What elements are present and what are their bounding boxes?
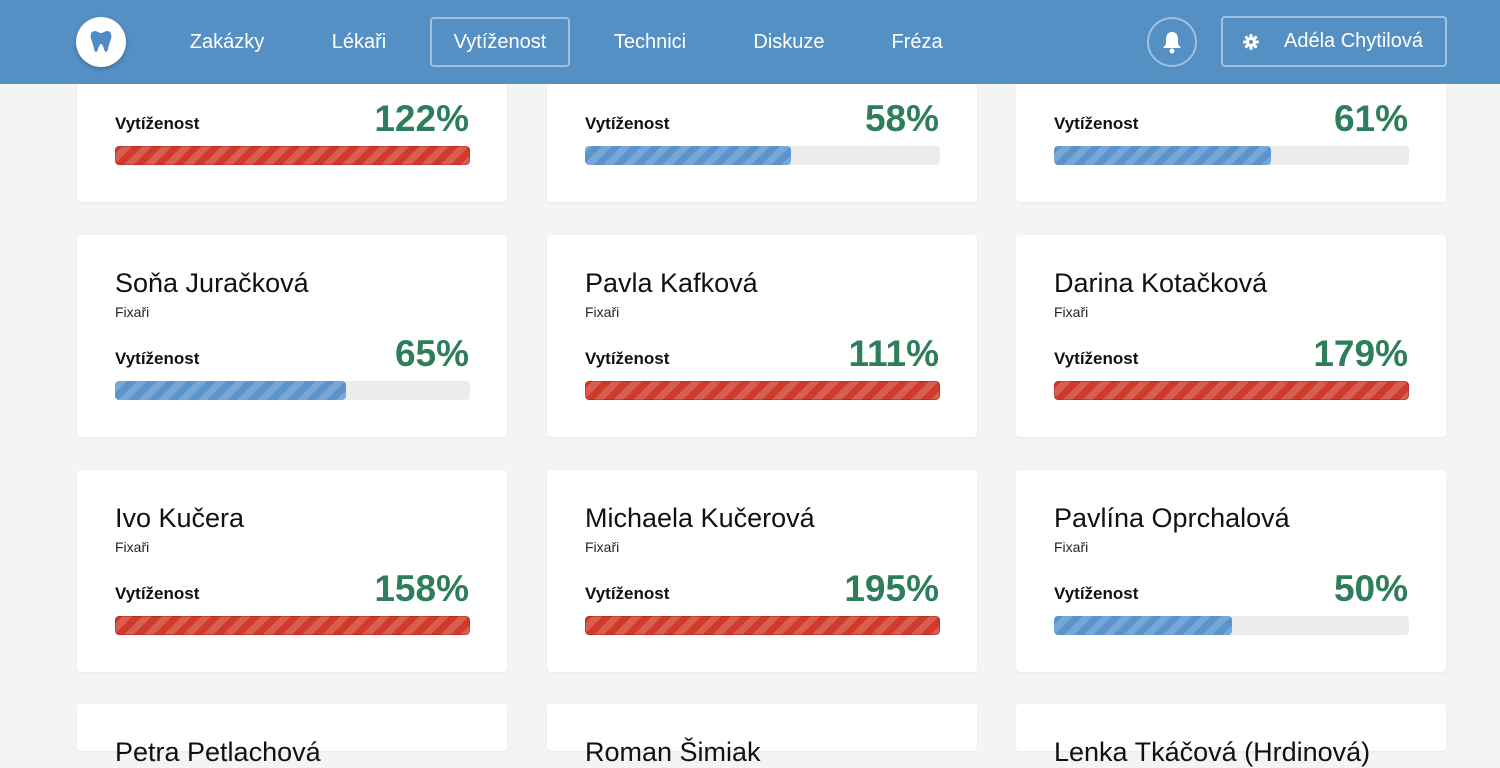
technician-role: Fixaři — [585, 304, 620, 320]
workload-label: Vytíženost — [1054, 584, 1139, 603]
workload-card: Darina Kotačková Fixaři Vytíženost 179% — [1016, 235, 1446, 437]
workload-card: Pavlína Oprchalová Fixaři Vytíženost 50% — [1016, 470, 1446, 672]
workload-percent: 65% — [394, 333, 469, 374]
workload-progress-bar — [585, 616, 940, 635]
technician-name: Darina Kotačková — [1054, 268, 1268, 298]
technician-name: Michaela Kučerová — [585, 503, 815, 533]
workload-percent: 158% — [374, 568, 469, 609]
tooth-icon — [90, 31, 112, 52]
workload-percent: 195% — [844, 568, 939, 609]
workload-progress-bar — [1054, 381, 1409, 400]
workload-progress-bar — [115, 381, 470, 400]
workload-label: Vytíženost — [115, 349, 200, 368]
progress-fill — [1054, 381, 1409, 400]
workload-percent: 111% — [848, 333, 939, 374]
workload-label: Vytíženost — [585, 114, 670, 133]
technician-name: Petra Petlachová — [115, 737, 321, 767]
workload-label: Vytíženost — [115, 114, 200, 133]
workload-label: Vytíženost — [585, 584, 670, 603]
technician-role: Fixaři — [115, 304, 150, 320]
workload-progress-bar — [585, 381, 940, 400]
workload-percent: 50% — [1333, 568, 1408, 609]
notifications-button[interactable] — [1147, 17, 1197, 67]
technician-name: Soňa Juračková — [115, 268, 309, 298]
workload-progress-bar — [585, 146, 940, 165]
home-logo-button[interactable] — [76, 17, 126, 67]
progress-fill — [115, 381, 346, 400]
gear-icon — [1243, 33, 1259, 50]
technician-role: Fixaři — [115, 539, 150, 555]
top-navbar: Zakázky Lékaři Vytíženost Technici Disku… — [0, 0, 1500, 84]
nav-diskuze[interactable]: Diskuze — [753, 30, 825, 53]
technician-name: Pavlína Oprchalová — [1054, 503, 1290, 533]
technician-role: Fixaři — [585, 539, 620, 555]
progress-fill — [585, 146, 791, 165]
workload-progress-bar — [1054, 616, 1409, 635]
nav-vytizenost[interactable]: Vytíženost — [430, 17, 570, 67]
technician-name: Ivo Kučera — [115, 503, 245, 533]
workload-percent: 61% — [1333, 98, 1408, 139]
nav-zakazky[interactable]: Zakázky — [189, 30, 265, 53]
nav-lekari[interactable]: Lékaři — [331, 30, 387, 53]
user-menu-button[interactable]: Adéla Chytilová — [1221, 16, 1447, 67]
workload-percent: 58% — [864, 98, 939, 139]
workload-card: Michaela Kučerová Fixaři Vytíženost 195% — [547, 470, 977, 672]
user-name: Adéla Chytilová — [1284, 30, 1423, 52]
workload-card: Soňa Juračková Fixaři Vytíženost 65% — [77, 235, 507, 437]
bell-icon — [1163, 32, 1181, 54]
workload-label: Vytíženost — [1054, 349, 1139, 368]
technician-name: Roman Šimiak — [585, 737, 761, 767]
technician-name: Lenka Tkáčová (Hrdinová) — [1054, 737, 1371, 767]
progress-fill — [115, 146, 470, 165]
workload-card: Ivo Kučera Fixaři Vytíženost 158% — [77, 470, 507, 672]
workload-card: Roman Šimiak — [547, 704, 977, 767]
workload-progress-bar — [1054, 146, 1409, 165]
workload-card: Pavla Kafková Fixaři Vytíženost 111% — [547, 235, 977, 437]
progress-fill — [1054, 146, 1271, 165]
workload-percent: 122% — [374, 98, 469, 139]
workload-progress-bar — [115, 616, 470, 635]
technician-name: Pavla Kafková — [585, 268, 758, 298]
workload-label: Vytíženost — [115, 584, 200, 603]
workload-label: Vytíženost — [1054, 114, 1139, 133]
workload-card: Petra Petlachová — [77, 704, 507, 767]
technician-role: Fixaři — [1054, 304, 1089, 320]
progress-fill — [1054, 616, 1232, 635]
progress-fill — [585, 616, 940, 635]
progress-fill — [585, 381, 940, 400]
nav-technici[interactable]: Technici — [613, 30, 687, 53]
workload-percent: 179% — [1313, 333, 1408, 374]
technician-role: Fixaři — [1054, 539, 1089, 555]
progress-fill — [115, 616, 470, 635]
nav-freza[interactable]: Fréza — [891, 30, 943, 53]
workload-progress-bar — [115, 146, 470, 165]
workload-label: Vytíženost — [585, 349, 670, 368]
workload-card: Lenka Tkáčová (Hrdinová) — [1016, 704, 1446, 767]
